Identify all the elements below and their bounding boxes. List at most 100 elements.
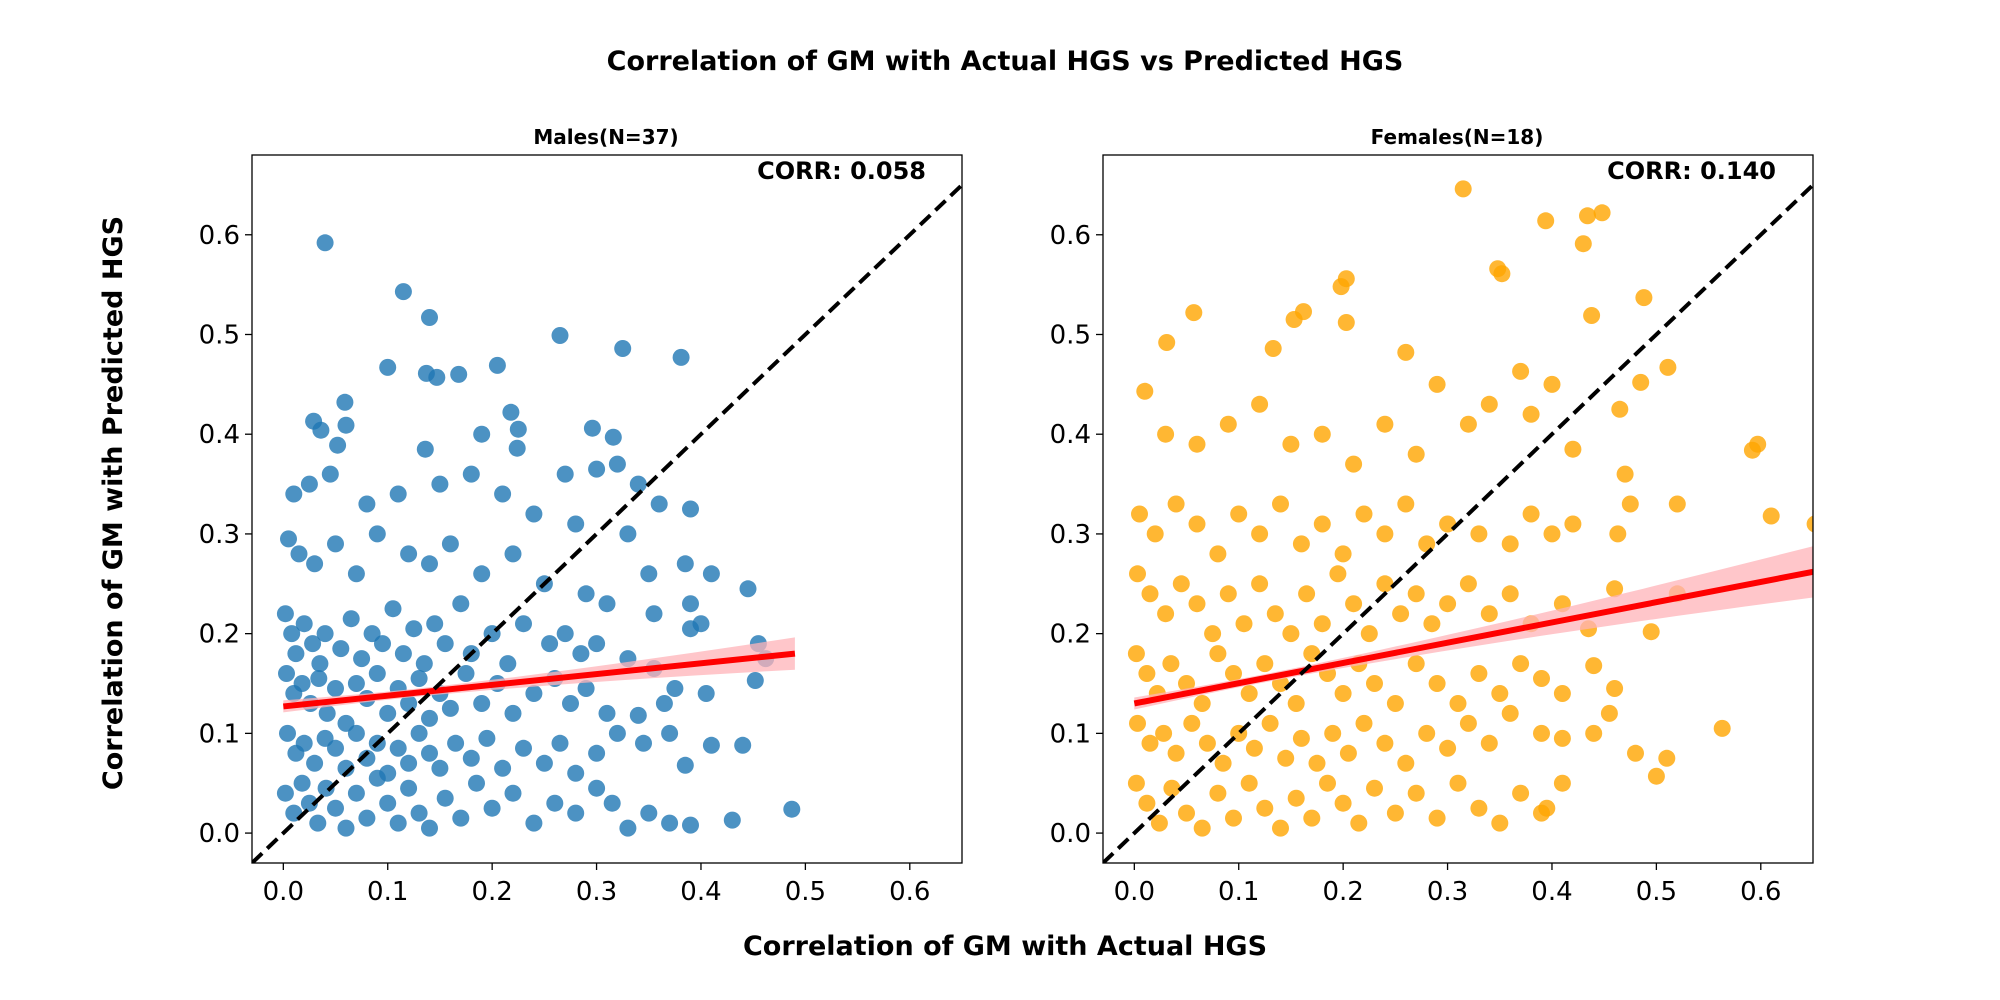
scatter-point [447,734,465,752]
x-tick-label: 0.3 [1427,877,1468,907]
scatter-point [1512,655,1530,673]
scatter-point [1167,744,1185,762]
scatter-point [421,555,438,573]
scatter-point [1264,340,1282,357]
scatter-point [1621,495,1639,513]
scatter-point [327,739,344,757]
scatter-point [405,620,423,638]
scatter-point [504,704,522,722]
scatter-point [535,754,553,772]
scatter-point [1407,445,1425,463]
scatter-point [783,800,801,818]
scatter-point [1146,525,1164,543]
scatter-point [1225,665,1242,682]
scatter-point [1240,685,1258,702]
scatter-point [1240,774,1258,792]
scatter-point [746,672,764,689]
scatter-point [1585,657,1603,675]
scatter-point [1235,615,1253,633]
scatter-point [556,625,574,643]
scatter-point [1292,535,1310,553]
figure-xlabel: Correlation of GM with Actual HGS [743,931,1267,962]
scatter-point [1538,799,1556,817]
scatter-point [1157,425,1175,443]
scatter-point [1272,819,1289,837]
scatter-point [1428,809,1446,827]
corr-label: CORR: 0.058 [757,157,926,185]
regression-line [1133,568,1813,707]
scatter-point [603,794,621,812]
scatter-point [1287,789,1305,807]
scatter-point [551,734,569,752]
scatter-point [295,615,313,633]
scatter-point [1470,525,1488,543]
scatter-point [1397,754,1415,772]
scatter-point [1609,525,1627,543]
scatter-point [394,283,412,301]
scatter-point [645,605,663,623]
scatter-point [1219,415,1237,433]
scatter-point [1332,278,1350,296]
scatter-point [1658,749,1676,767]
panel-title: Females(N=18) [1371,125,1544,149]
scatter-point [1470,665,1488,682]
scatter-point [640,565,658,583]
scatter-point [1345,455,1363,473]
scatter-point [1480,734,1498,752]
scatter-point [1480,395,1498,413]
scatter-point [389,814,407,832]
scatter-point [374,635,391,653]
scatter-point [504,545,522,563]
x-tick-label: 0.5 [1636,877,1677,907]
scatter-point [276,784,294,802]
y-tick-label: 0.3 [1050,520,1091,550]
scatter-point [1345,595,1363,613]
scatter-point [655,695,673,712]
x-tick-label: 0.6 [889,877,930,907]
scatter-point [1127,774,1145,792]
scatter-point [1167,495,1185,513]
x-tick-label: 0.3 [576,877,617,907]
scatter-point [1188,595,1206,613]
scatter-point [1543,375,1561,393]
scatter-point [1553,729,1571,747]
scatter-point [502,403,520,421]
scatter-point [1501,585,1519,603]
scatter-point [577,680,595,697]
y-tick-label: 0.6 [1050,221,1091,251]
scatter-point [478,729,496,747]
x-tick-label: 0.4 [1531,877,1572,907]
scatter-point [441,535,459,553]
scatter-point [1806,515,1813,533]
scatter-point [1366,779,1383,797]
scatter-point [1449,774,1467,792]
scatter-point [676,555,694,573]
scatter-point [436,789,454,807]
scatter-point [1219,585,1237,603]
scatter-point [410,670,428,687]
scatter-point [1553,685,1571,702]
scatter-point [494,485,512,503]
scatter-point [697,685,715,702]
scatter-point [306,555,324,573]
scatter-point [304,635,322,653]
scatter-point [1285,311,1303,328]
scatter-point [588,744,606,762]
scatter-point [525,505,543,523]
x-tick-label: 0.6 [1740,877,1781,907]
scatter-point [312,421,330,439]
scatter-point [1553,774,1571,792]
scatter-point [1157,605,1175,623]
scatter-point [1376,525,1394,543]
scatter-point [389,485,407,503]
scatter-point [1256,799,1274,817]
scatter-point [1178,804,1195,822]
scatter-point [1141,734,1159,752]
scatter-point [588,635,606,653]
scatter-point [379,704,397,722]
x-tick-label: 0.2 [1322,877,1363,907]
scatter-point [400,545,418,563]
scatter-point [321,465,339,483]
scatter-point [287,645,305,663]
scatter-point [1459,415,1477,433]
